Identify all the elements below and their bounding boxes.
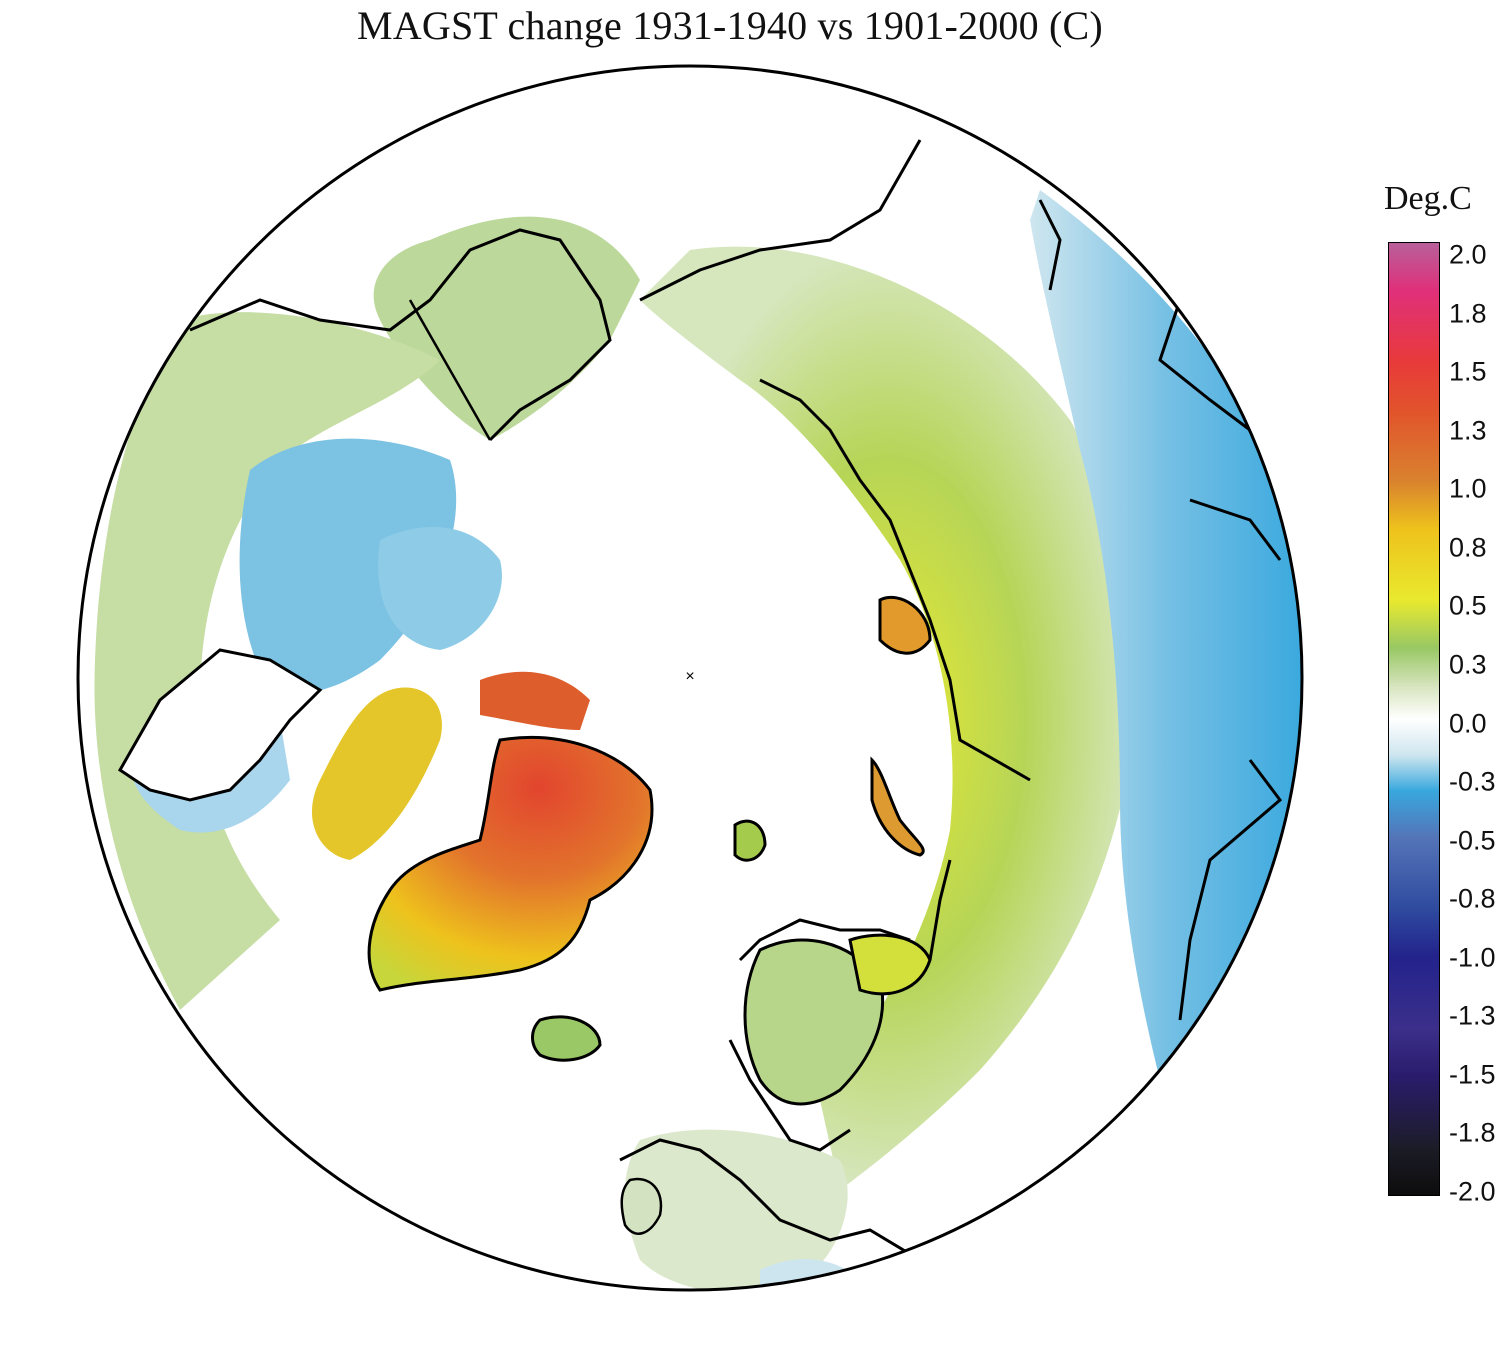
- region-ellesmere: [480, 671, 590, 730]
- chart-title: MAGST change 1931-1940 vs 1901-2000 (C): [357, 3, 1103, 48]
- coastline-europe: [619, 1138, 921, 1262]
- region-greenland: [367, 736, 654, 992]
- colorbar-segment: [1389, 838, 1439, 910]
- coastline-hudson: [118, 648, 323, 802]
- colorbar-tick-label: 0.0: [1449, 708, 1487, 738]
- colorbar: [1388, 242, 1440, 1196]
- colorbar-tick-label: 0.8: [1449, 532, 1487, 563]
- colorbar-segment: [1389, 683, 1439, 720]
- colorbar-segment: [1389, 528, 1439, 601]
- legend-title: Deg.C: [1384, 180, 1472, 217]
- region-west-canada: [94, 312, 440, 1010]
- colorbar-segment: [1389, 719, 1439, 756]
- colorbar-tick-label: 0.5: [1449, 590, 1487, 621]
- coastline-alaska: [189, 228, 612, 442]
- border-canada-alaska: [408, 299, 492, 441]
- colorbar-segment: [1389, 481, 1439, 530]
- colorbar-tick-label: -0.3: [1449, 766, 1496, 797]
- region-british-isles: [620, 1177, 663, 1235]
- colorbar-segment: [1389, 1147, 1439, 1196]
- colorbar-tick-label: -1.0: [1449, 942, 1496, 973]
- colorbar-tick-label: 2.0: [1449, 239, 1487, 270]
- region-arctic-islands: [378, 526, 502, 650]
- region-siberia: [640, 246, 1138, 1190]
- region-alaska: [373, 216, 640, 440]
- colorbar-tick-label: -1.5: [1449, 1059, 1496, 1090]
- colorbar-tick-label: -2.0: [1449, 1176, 1496, 1207]
- colorbar-segment: [1389, 754, 1439, 791]
- colorbar-segment: [1389, 909, 1439, 958]
- colorbar-tick-label: 0.3: [1449, 649, 1487, 680]
- region-iceland: [531, 1015, 602, 1062]
- colorbar-tick-label: 1.0: [1449, 473, 1487, 504]
- region-europe: [625, 1129, 848, 1290]
- colorbar-tick-label: -1.3: [1449, 1000, 1496, 1031]
- globe-outline: [76, 64, 1304, 1292]
- region-svalbard: [733, 819, 767, 862]
- colorbar-segment: [1389, 1076, 1439, 1148]
- colorbar-tick-label: 1.3: [1449, 415, 1487, 446]
- north-pole-marker: ×: [685, 668, 694, 685]
- region-severnaya: [878, 595, 932, 655]
- region-baffin: [311, 687, 442, 860]
- colorbar-segment: [1389, 243, 1439, 292]
- region-scandinavia: [743, 938, 885, 1106]
- colorbar-tick-label: -1.8: [1449, 1117, 1496, 1148]
- colorbar-segment: [1389, 957, 1439, 1029]
- colorbar-tick-label: -0.8: [1449, 883, 1496, 914]
- colorbar-tick-label: 1.8: [1449, 298, 1487, 329]
- coastline-far-east: [1038, 199, 1283, 1021]
- colorbar-tick-label: -0.5: [1449, 825, 1496, 856]
- colorbar-segment: [1389, 1028, 1439, 1077]
- coastline-scandinavia: [728, 918, 911, 1152]
- colorbar-tick-label: 1.5: [1449, 356, 1487, 387]
- colorbar-segment: [1389, 647, 1439, 684]
- region-far-east: [1030, 190, 1302, 1080]
- colorbar-segment: [1389, 600, 1439, 649]
- region-novaya-zemlya: [870, 756, 925, 857]
- coastline-siberia: [639, 139, 1031, 961]
- colorbar-segment: [1389, 362, 1439, 411]
- colorbar-segment: [1389, 790, 1439, 839]
- region-kola: [848, 933, 932, 996]
- map-fields: ×: [78, 66, 1302, 1290]
- colorbar-segment: [1389, 409, 1439, 482]
- colorbar-segment: [1389, 290, 1439, 363]
